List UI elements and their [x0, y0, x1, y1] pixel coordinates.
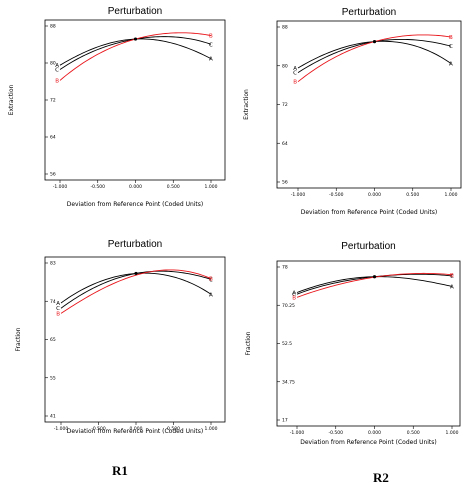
x-axis-label: Deviation from Reference Point (Coded Un… — [67, 201, 204, 208]
plot-frame — [44, 19, 226, 181]
y-axis-label: Extraction — [243, 89, 250, 120]
x-tick-label: 0.000 — [130, 426, 143, 432]
y-tick-label: 64 — [282, 141, 288, 147]
series-start-label-c: C — [292, 292, 296, 298]
series-end-label-c: C — [449, 44, 453, 50]
chart-fraction-r2: Perturbation 17 34.75 52.5 70.25 78 -1.000 -0.5… — [245, 241, 461, 446]
y-tick-label: 88 — [50, 24, 56, 30]
y-tick-label: 80 — [282, 63, 288, 69]
series-end-label-a: A — [450, 284, 454, 290]
chart-extraction-r1: Perturbation 56 64 72 80 88 -1.000 -0.500 0.000 0… — [8, 6, 226, 208]
series-end-label-a: A — [209, 292, 213, 298]
chart-title: Perturbation — [341, 241, 395, 252]
series-start-label-c: C — [293, 71, 297, 77]
reference-point-marker — [372, 275, 377, 279]
x-tick-label: -0.500 — [328, 430, 343, 436]
series-start-label-c: C — [56, 306, 60, 312]
series-start-label-b: B — [292, 295, 296, 301]
y-axis-label: Fraction — [15, 327, 22, 351]
series-end-label-b: B — [209, 34, 213, 40]
series-line-a — [59, 38, 212, 66]
series-start-label-a: A — [292, 291, 296, 297]
y-tick-label: 41 — [50, 414, 56, 420]
series-start-label-a: A — [55, 63, 59, 69]
x-tick-label: 0.000 — [368, 430, 381, 436]
y-tick-label: 17 — [282, 418, 288, 424]
y-tick-label: 34.75 — [282, 379, 295, 385]
x-axis-label: Deviation from Reference Point (Coded Un… — [300, 439, 437, 446]
x-tick-label: 1.000 — [205, 184, 218, 190]
plot-frame — [44, 256, 226, 423]
x-tick-label: 0.000 — [129, 184, 142, 190]
x-tick-label: 1.000 — [446, 430, 459, 436]
chart-title: Perturbation — [108, 6, 162, 17]
y-tick-label: 80 — [50, 61, 56, 67]
y-axis-label: Fraction — [245, 331, 252, 355]
series-start-label-a: A — [293, 66, 297, 72]
chart-title: Perturbation — [342, 7, 396, 18]
series-end-label-b: B — [449, 35, 453, 41]
y-tick-label: 88 — [282, 25, 288, 31]
y-tick-label: 52.5 — [282, 341, 292, 347]
y-tick-label: 56 — [282, 180, 288, 186]
chart-title: Perturbation — [108, 239, 162, 250]
series-end-label-b: B — [450, 273, 454, 279]
series-line-a — [60, 272, 212, 304]
series-start-label-a: A — [56, 301, 60, 307]
y-tick-label: 55 — [50, 375, 56, 381]
x-tick-label: -1.000 — [290, 430, 305, 436]
y-tick-label: 74 — [50, 299, 56, 305]
x-tick-label: -1.000 — [54, 426, 69, 432]
x-tick-label: 1.000 — [445, 192, 458, 198]
y-tick-label: 64 — [50, 135, 56, 141]
series-line-c — [60, 270, 212, 309]
series-end-label-c: C — [209, 277, 213, 283]
plot-frame — [276, 20, 462, 189]
series-line-a — [296, 276, 453, 293]
reference-point-marker — [134, 271, 138, 276]
series-end-label-b: B — [209, 277, 213, 283]
y-tick-label: 56 — [50, 172, 56, 178]
series-start-label-b: B — [56, 311, 60, 317]
x-tick-label: -1.000 — [291, 192, 306, 198]
y-tick-label: 83 — [50, 261, 56, 267]
x-tick-label: 0.000 — [368, 192, 381, 198]
plot-frame — [276, 260, 461, 427]
x-tick-label: 0.500 — [407, 430, 420, 436]
series-end-label-c: C — [209, 42, 213, 48]
x-tick-label: 0.500 — [406, 192, 419, 198]
series-end-label-a: A — [449, 61, 453, 67]
series-line-a — [297, 40, 452, 69]
x-tick-label: -1.000 — [53, 184, 68, 190]
x-axis-label: Deviation from Reference Point (Coded Un… — [301, 209, 438, 216]
y-tick-label: 65 — [50, 337, 56, 343]
reference-point-marker — [372, 39, 377, 44]
series-line-b — [60, 269, 212, 314]
x-tick-label: -0.500 — [329, 192, 344, 198]
caption-r2: R2 — [373, 470, 389, 485]
x-tick-label: 0.500 — [167, 426, 180, 432]
x-tick-label: -0.500 — [91, 426, 106, 432]
x-tick-label: 0.500 — [167, 184, 180, 190]
series-end-label-c: C — [450, 274, 454, 280]
y-axis-label: Extraction — [8, 84, 15, 115]
y-tick-label: 78 — [282, 265, 288, 271]
y-tick-label: 70.25 — [282, 303, 295, 309]
series-start-label-b: B — [55, 78, 59, 84]
x-axis-label: Deviation from Reference Point (Coded Un… — [67, 428, 204, 435]
reference-point-marker — [133, 37, 138, 41]
series-end-label-a: A — [209, 57, 213, 63]
caption-r1: R1 — [112, 463, 128, 478]
x-tick-label: -0.500 — [90, 184, 105, 190]
x-tick-label: 1.000 — [205, 426, 218, 432]
chart-extraction-r2: Perturbation 56 64 72 80 88 -1.000 -0.500 0.000 0… — [243, 7, 462, 216]
y-tick-label: 72 — [50, 98, 56, 104]
chart-fraction-r1: Perturbation 41 55 65 74 83 -1.000 -0.500 0.000 0… — [15, 239, 226, 435]
series-start-label-c: C — [55, 68, 59, 74]
series-start-label-b: B — [293, 80, 297, 86]
y-tick-label: 72 — [282, 102, 288, 108]
